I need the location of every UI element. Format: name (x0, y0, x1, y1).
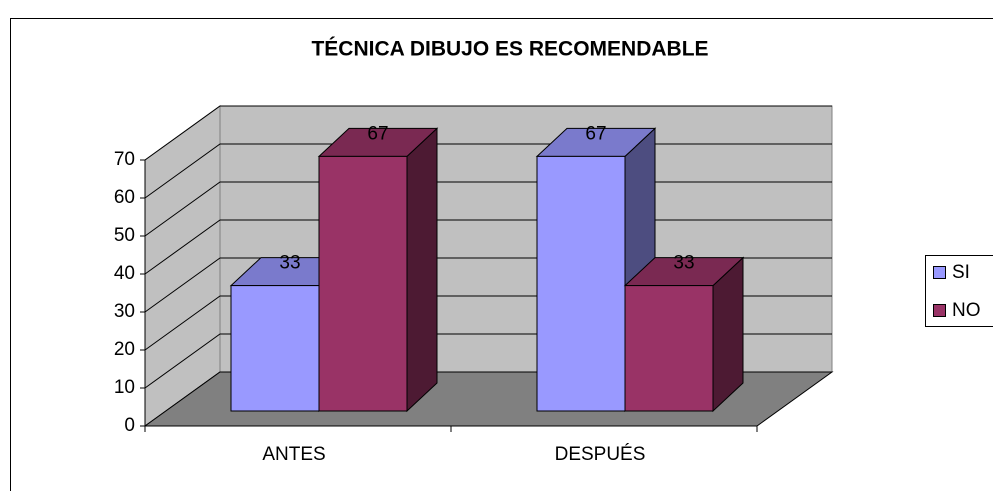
legend-swatch (933, 266, 946, 279)
y-tick-label: 10 (114, 377, 135, 398)
legend-label: SI (952, 262, 970, 283)
legend-label: NO (952, 300, 981, 321)
data-label: 33 (673, 253, 694, 274)
data-label: 33 (279, 253, 300, 274)
x-tick-label: ANTES (262, 444, 325, 465)
x-tick-label: DESPUÉS (555, 444, 646, 465)
y-tick-label: 30 (114, 301, 135, 322)
bar (624, 285, 714, 412)
y-tick-label: 0 (124, 415, 135, 436)
bar (230, 285, 320, 412)
bar-side (406, 127, 438, 413)
y-tick-label: 60 (114, 187, 135, 208)
bar (536, 155, 626, 412)
y-tick-label: 40 (114, 263, 135, 284)
data-label: 67 (585, 123, 606, 144)
y-tick-label: 70 (114, 149, 135, 170)
grid-line (144, 105, 832, 161)
data-label: 67 (367, 123, 388, 144)
chart-title: TÉCNICA DIBUJO ES RECOMENDABLE (311, 38, 708, 61)
legend-swatch (933, 304, 946, 317)
bar (318, 155, 408, 412)
y-tick-label: 50 (114, 225, 135, 246)
y-tick-label: 20 (114, 339, 135, 360)
